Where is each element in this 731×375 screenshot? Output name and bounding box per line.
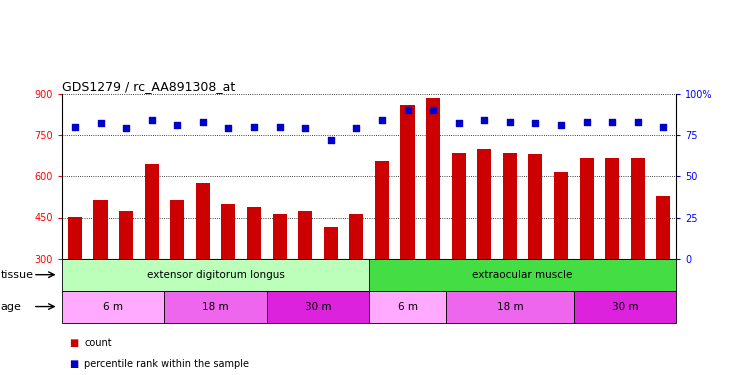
Point — [145, 117, 158, 123]
Bar — [580, 158, 594, 259]
Bar — [267, 291, 369, 322]
Bar — [529, 154, 542, 259]
Point — [351, 125, 363, 131]
Bar — [574, 291, 676, 322]
Point — [453, 120, 465, 126]
Point — [504, 119, 516, 125]
Bar — [375, 161, 389, 259]
Text: percentile rank within the sample: percentile rank within the sample — [84, 359, 249, 369]
Text: tissue: tissue — [1, 270, 34, 280]
Bar — [631, 158, 645, 259]
Bar — [221, 204, 235, 259]
Point — [300, 125, 311, 131]
Point — [273, 124, 285, 130]
Bar — [401, 105, 414, 259]
Bar — [273, 214, 287, 259]
Point — [171, 122, 183, 128]
Bar — [426, 98, 440, 259]
Point — [427, 107, 439, 113]
Text: extensor digitorum longus: extensor digitorum longus — [147, 270, 284, 280]
Point — [222, 125, 234, 131]
Text: 18 m: 18 m — [202, 302, 229, 312]
Point — [376, 117, 387, 123]
Point — [581, 119, 593, 125]
Bar — [62, 259, 369, 291]
Text: ■: ■ — [69, 359, 79, 369]
Text: 30 m: 30 m — [305, 302, 331, 312]
Point — [120, 125, 132, 131]
Point — [402, 107, 414, 113]
Text: age: age — [1, 302, 22, 312]
Bar — [62, 291, 164, 322]
Point — [556, 122, 567, 128]
Text: count: count — [84, 338, 112, 348]
Point — [249, 124, 260, 130]
Bar — [247, 207, 261, 259]
Point — [632, 119, 644, 125]
Text: 6 m: 6 m — [398, 302, 417, 312]
Bar — [369, 291, 446, 322]
Text: ■: ■ — [69, 338, 79, 348]
Text: extraocular muscle: extraocular muscle — [472, 270, 573, 280]
Point — [95, 120, 107, 126]
Bar — [324, 227, 338, 259]
Bar — [196, 183, 210, 259]
Bar — [170, 200, 184, 259]
Bar — [145, 164, 159, 259]
Bar — [298, 211, 312, 259]
Point — [529, 120, 541, 126]
Point — [325, 137, 336, 143]
Point — [606, 119, 618, 125]
Point — [658, 124, 670, 130]
Point — [69, 124, 81, 130]
Bar — [503, 153, 517, 259]
Bar — [656, 195, 670, 259]
Bar — [94, 200, 107, 259]
Bar — [119, 211, 133, 259]
Bar — [554, 172, 568, 259]
Bar — [349, 214, 363, 259]
Bar — [68, 217, 82, 259]
Point — [197, 119, 209, 125]
Text: 18 m: 18 m — [496, 302, 523, 312]
Point — [478, 117, 490, 123]
Text: 30 m: 30 m — [612, 302, 638, 312]
Bar — [446, 291, 574, 322]
Bar — [369, 259, 676, 291]
Text: 6 m: 6 m — [103, 302, 124, 312]
Bar — [164, 291, 267, 322]
Bar — [477, 149, 491, 259]
Text: GDS1279 / rc_AA891308_at: GDS1279 / rc_AA891308_at — [62, 80, 235, 93]
Bar — [452, 153, 466, 259]
Bar — [605, 158, 619, 259]
